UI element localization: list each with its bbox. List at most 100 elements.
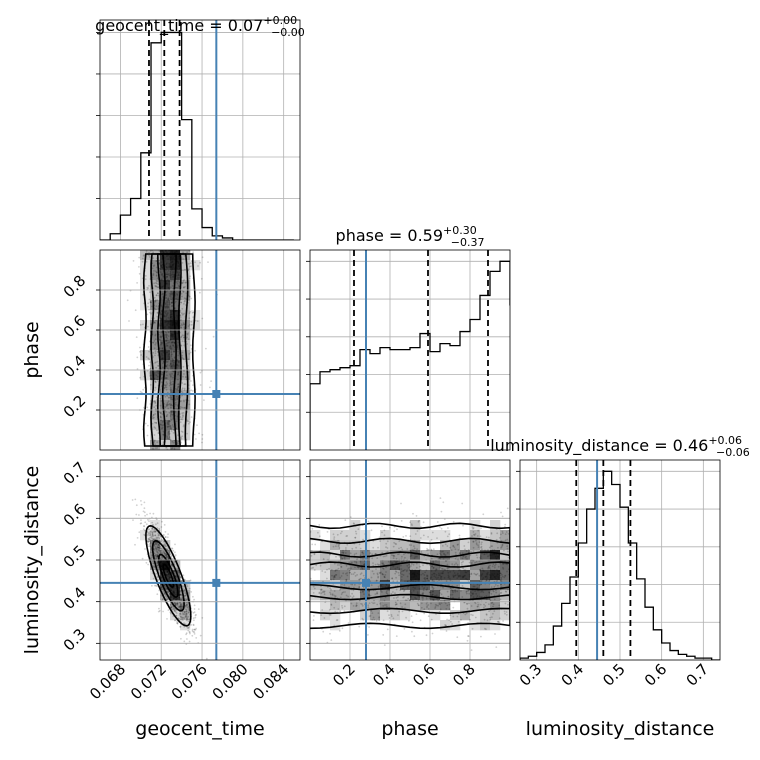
sample-point bbox=[126, 299, 129, 302]
sample-point bbox=[170, 406, 172, 409]
sample-point bbox=[156, 554, 159, 557]
sample-point bbox=[330, 569, 333, 571]
sample-point bbox=[155, 404, 158, 407]
sample-point bbox=[444, 554, 447, 557]
sample-point bbox=[167, 423, 170, 425]
sample-point bbox=[507, 584, 510, 587]
sample-point bbox=[156, 553, 159, 556]
sample-point bbox=[176, 323, 179, 325]
sample-point bbox=[447, 595, 450, 598]
sample-point bbox=[160, 412, 162, 415]
sample-point bbox=[452, 544, 455, 547]
sample-point bbox=[468, 561, 471, 564]
sample-point bbox=[171, 364, 174, 367]
sample-point bbox=[168, 264, 171, 267]
sample-point bbox=[417, 578, 420, 580]
sample-point bbox=[173, 602, 176, 604]
sample-point bbox=[431, 593, 434, 596]
sample-point bbox=[486, 619, 489, 622]
sample-point bbox=[167, 320, 169, 323]
sample-point bbox=[501, 545, 503, 548]
sample-point bbox=[166, 360, 169, 363]
sample-point bbox=[494, 575, 496, 578]
sample-point bbox=[155, 342, 157, 344]
sample-point bbox=[170, 354, 173, 357]
sample-point bbox=[166, 275, 169, 278]
sample-point bbox=[458, 552, 461, 555]
sample-point bbox=[160, 251, 162, 253]
sample-point bbox=[472, 599, 474, 602]
density-cell bbox=[480, 530, 491, 541]
density-cell bbox=[450, 540, 461, 551]
sample-point bbox=[493, 598, 496, 601]
sample-point bbox=[439, 608, 442, 611]
sample-point bbox=[161, 427, 163, 430]
sample-point bbox=[372, 602, 375, 605]
sample-point bbox=[170, 349, 173, 351]
sample-point bbox=[166, 435, 169, 438]
sample-point bbox=[154, 545, 157, 548]
sample-point bbox=[442, 501, 445, 504]
sample-point bbox=[167, 298, 170, 301]
sample-point bbox=[401, 610, 404, 613]
sample-point bbox=[165, 339, 168, 342]
density-cell bbox=[440, 530, 451, 541]
sample-point bbox=[167, 297, 170, 300]
sample-point bbox=[480, 575, 483, 577]
sample-point bbox=[480, 557, 482, 559]
sample-point bbox=[172, 549, 175, 552]
sample-point bbox=[165, 447, 168, 449]
sample-point bbox=[422, 592, 424, 594]
sample-point bbox=[155, 294, 158, 296]
sample-point bbox=[169, 438, 172, 441]
sample-point bbox=[178, 593, 181, 596]
density-cell bbox=[150, 520, 161, 531]
sample-point bbox=[184, 594, 187, 597]
sample-point bbox=[179, 625, 182, 628]
sample-point bbox=[192, 595, 194, 598]
sample-point bbox=[179, 309, 182, 312]
sample-point bbox=[172, 590, 174, 592]
sample-point bbox=[176, 364, 179, 367]
sample-point bbox=[318, 535, 321, 538]
sample-point bbox=[161, 426, 164, 429]
sample-point bbox=[180, 607, 183, 610]
sample-point bbox=[186, 606, 189, 609]
sample-point bbox=[173, 584, 176, 587]
sample-point bbox=[199, 384, 202, 386]
sample-point bbox=[169, 345, 172, 348]
sample-point bbox=[169, 394, 171, 397]
sample-point bbox=[467, 541, 470, 544]
sample-point bbox=[349, 552, 352, 555]
sample-point bbox=[186, 420, 189, 423]
sample-point bbox=[381, 591, 383, 593]
sample-point bbox=[162, 551, 165, 553]
sample-point bbox=[149, 541, 152, 544]
density-cell bbox=[340, 540, 351, 551]
sample-point bbox=[157, 546, 160, 549]
sample-point bbox=[156, 593, 159, 596]
sample-point bbox=[338, 564, 341, 566]
sample-point bbox=[166, 437, 169, 439]
sample-point bbox=[400, 576, 403, 578]
sample-point bbox=[471, 526, 474, 529]
sample-point bbox=[160, 265, 163, 267]
sample-point bbox=[506, 570, 508, 573]
sample-point bbox=[170, 365, 173, 368]
density-cell bbox=[150, 260, 161, 271]
sample-point bbox=[170, 603, 173, 606]
sample-point bbox=[189, 632, 191, 635]
sample-point bbox=[381, 525, 383, 528]
density-cell bbox=[150, 400, 161, 411]
sample-point bbox=[192, 612, 195, 614]
density-cell bbox=[330, 580, 341, 591]
density-cell bbox=[400, 610, 411, 621]
sample-point bbox=[182, 415, 185, 417]
sample-point bbox=[154, 380, 157, 383]
sample-point bbox=[158, 411, 161, 413]
sample-point bbox=[155, 547, 157, 549]
sample-point bbox=[177, 371, 179, 374]
sample-point bbox=[172, 608, 175, 610]
sample-point bbox=[328, 608, 331, 611]
sample-point bbox=[459, 552, 461, 554]
